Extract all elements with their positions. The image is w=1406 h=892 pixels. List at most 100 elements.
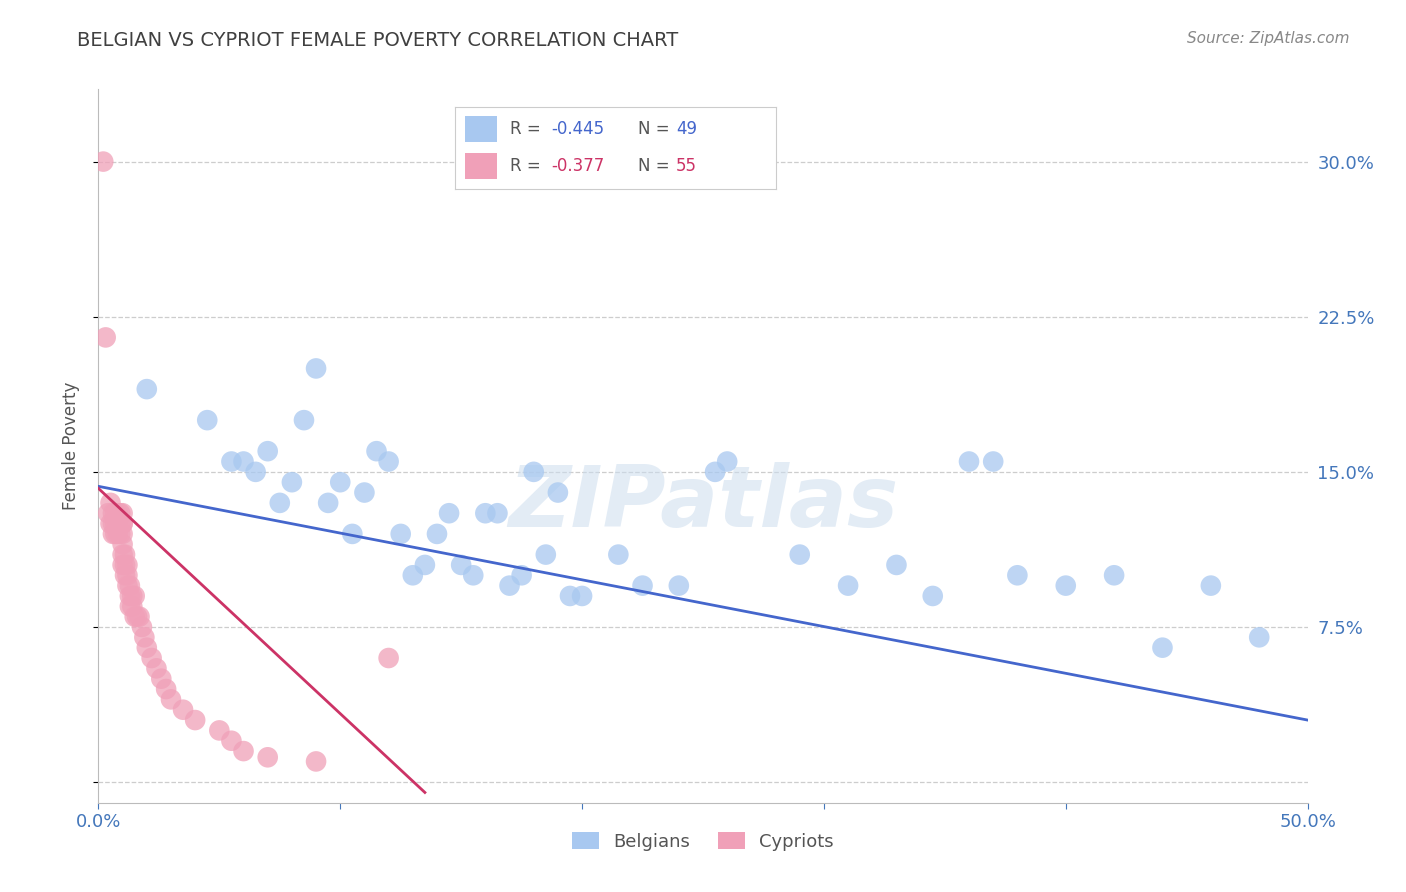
Point — [150, 672, 173, 686]
Point — [510, 568, 533, 582]
Point — [108, 506, 131, 520]
Point — [256, 750, 278, 764]
Point — [107, 527, 129, 541]
Point — [160, 692, 183, 706]
Point — [111, 558, 134, 572]
Point — [305, 361, 328, 376]
Point — [474, 506, 496, 520]
Point — [107, 506, 129, 520]
Point — [716, 454, 738, 468]
Point — [486, 506, 509, 520]
Point — [184, 713, 207, 727]
Point — [111, 506, 134, 520]
Point — [402, 568, 425, 582]
Point — [269, 496, 291, 510]
Point — [498, 579, 520, 593]
Point — [1102, 568, 1125, 582]
Point — [111, 516, 134, 531]
Point — [704, 465, 727, 479]
Point — [463, 568, 485, 582]
Point — [101, 527, 124, 541]
Point — [101, 506, 124, 520]
Point — [523, 465, 546, 479]
Text: Source: ZipAtlas.com: Source: ZipAtlas.com — [1187, 31, 1350, 46]
Point — [377, 454, 399, 468]
Point — [366, 444, 388, 458]
Point — [135, 382, 157, 396]
Point — [1007, 568, 1029, 582]
Point — [111, 537, 134, 551]
Point — [450, 558, 472, 572]
Point — [107, 516, 129, 531]
Point — [426, 527, 449, 541]
Point — [104, 506, 127, 520]
Point — [607, 548, 630, 562]
Point — [155, 681, 177, 696]
Point — [121, 589, 143, 603]
Point — [104, 527, 127, 541]
Point — [1199, 579, 1222, 593]
Point — [389, 527, 412, 541]
Point — [91, 154, 114, 169]
Point — [141, 651, 163, 665]
Point — [127, 609, 149, 624]
Point — [117, 579, 139, 593]
Point — [94, 330, 117, 344]
Point — [111, 516, 134, 531]
Point — [547, 485, 569, 500]
Point — [114, 548, 136, 562]
Point — [1152, 640, 1174, 655]
Point — [101, 516, 124, 531]
Point — [108, 516, 131, 531]
Point — [342, 527, 364, 541]
Point — [128, 609, 150, 624]
Point — [135, 640, 157, 655]
Point — [134, 630, 156, 644]
Point — [117, 558, 139, 572]
Point — [921, 589, 943, 603]
Point — [221, 733, 243, 747]
Legend: Belgians, Cypriots: Belgians, Cypriots — [565, 825, 841, 858]
Point — [118, 599, 141, 614]
Point — [97, 506, 120, 520]
Point — [886, 558, 908, 572]
Point — [100, 516, 122, 531]
Point — [172, 703, 194, 717]
Point — [256, 444, 278, 458]
Point — [131, 620, 153, 634]
Y-axis label: Female Poverty: Female Poverty — [62, 382, 80, 510]
Point — [305, 755, 328, 769]
Point — [1249, 630, 1271, 644]
Point — [668, 579, 690, 593]
Point — [114, 568, 136, 582]
Point — [118, 589, 141, 603]
Point — [121, 599, 143, 614]
Point — [316, 496, 339, 510]
Point — [124, 609, 146, 624]
Point — [111, 527, 134, 541]
Point — [124, 589, 146, 603]
Point — [111, 548, 134, 562]
Point — [232, 744, 254, 758]
Point — [631, 579, 654, 593]
Point — [114, 558, 136, 572]
Point — [108, 527, 131, 541]
Point — [245, 465, 267, 479]
Point — [195, 413, 218, 427]
Point — [292, 413, 315, 427]
Point — [837, 579, 859, 593]
Point — [1054, 579, 1077, 593]
Text: ZIPatlas: ZIPatlas — [508, 461, 898, 545]
Text: BELGIAN VS CYPRIOT FEMALE POVERTY CORRELATION CHART: BELGIAN VS CYPRIOT FEMALE POVERTY CORREL… — [77, 31, 679, 50]
Point — [353, 485, 375, 500]
Point — [981, 454, 1004, 468]
Point — [281, 475, 304, 490]
Point — [437, 506, 460, 520]
Point — [957, 454, 980, 468]
Point — [221, 454, 243, 468]
Point — [558, 589, 581, 603]
Point — [100, 496, 122, 510]
Point — [118, 579, 141, 593]
Point — [117, 568, 139, 582]
Point — [208, 723, 231, 738]
